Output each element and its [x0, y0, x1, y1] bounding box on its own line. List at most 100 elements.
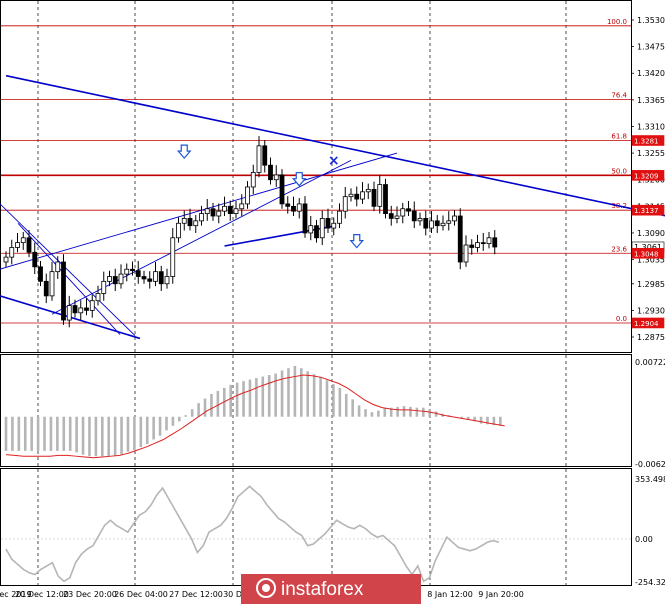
candle-bull — [446, 220, 452, 224]
candle-bull — [331, 222, 337, 229]
price-tick-label: 1.2985 — [637, 280, 665, 289]
candle-bull — [78, 307, 84, 314]
candlesticks — [3, 136, 498, 328]
fibonacci-levels: 100.076.461.850.038.223.60.0 — [1, 18, 631, 324]
orb-icon — [256, 578, 276, 598]
candle-bull — [216, 210, 222, 217]
candle-bull — [176, 222, 181, 239]
price-tick-label: 1.3310 — [637, 122, 665, 131]
candle-bull — [348, 193, 354, 198]
candle-bear — [187, 218, 193, 227]
candle-bear — [434, 220, 440, 227]
vertical-grid — [37, 1, 567, 585]
fib-level-label: 61.8 — [611, 133, 627, 141]
candle-bear — [72, 305, 78, 314]
candle-bull — [486, 237, 492, 244]
price-tick-label: 1.3035 — [637, 256, 665, 265]
candle-bull — [273, 174, 279, 181]
price-tick-label: 1.3420 — [637, 69, 665, 78]
candle-bear — [285, 203, 291, 207]
price-box — [631, 204, 665, 216]
trend-line — [5, 74, 665, 217]
cci-tick-label: 353.498 — [635, 475, 665, 484]
cci-panel-frame — [0, 468, 632, 586]
candle-bull — [55, 261, 61, 273]
right-axis-area — [632, 0, 665, 604]
x-marker: × — [328, 153, 340, 169]
candle-bull — [20, 237, 26, 244]
price-box-label: 1.3048 — [634, 250, 659, 258]
candle-bull — [66, 305, 72, 321]
fib-level-label: 100.0 — [607, 18, 627, 26]
candle-bear — [61, 261, 66, 321]
candle-bear — [262, 145, 268, 166]
candle-bear — [38, 266, 43, 282]
candle-bear — [112, 276, 118, 285]
candle-bull — [400, 208, 406, 217]
candle-bull — [337, 210, 342, 224]
candle-bear — [457, 215, 463, 263]
candle-bull — [89, 300, 95, 311]
price-box-label: 1.2904 — [634, 320, 659, 328]
candle-bear — [135, 270, 141, 277]
candle-bear — [406, 208, 411, 212]
candle-bull — [181, 218, 187, 224]
candle-bull — [204, 208, 210, 214]
price-box — [631, 135, 665, 146]
price-tick-label: 1.3475 — [637, 43, 665, 52]
candle-bull — [49, 271, 55, 297]
candle-bear — [302, 203, 308, 234]
candle-bull — [193, 220, 199, 227]
cci-path — [5, 485, 500, 583]
price-box-label: 1.3061 — [634, 243, 662, 252]
arrow-down-icon — [349, 234, 365, 249]
trend-line — [0, 203, 136, 336]
price-axis: 1.3530 1.3475 1.3420 1.3365 1.3310 1.3255 1.32… — [631, 16, 665, 342]
watermark-text: instaforex — [281, 579, 364, 600]
candle-bull — [95, 293, 101, 302]
candle-bull — [365, 188, 371, 193]
price-tick-label: 1.3255 — [637, 149, 665, 158]
candle-bear — [141, 276, 147, 280]
cci-tick-label: 0.00 — [635, 535, 653, 544]
candle-bull — [377, 184, 383, 207]
candle-bear — [314, 225, 319, 239]
candle-bear — [469, 244, 475, 248]
time-label: 8 Jan 12:00 — [427, 590, 473, 599]
candle-bull — [124, 268, 130, 275]
candle-bull — [440, 222, 446, 227]
cci-line — [1, 485, 631, 583]
trend-line — [17, 222, 121, 335]
arrow-down-icon — [291, 172, 307, 187]
candle-bear — [371, 188, 377, 207]
price-tick-label: 1.2930 — [637, 306, 665, 315]
candle-bull — [296, 203, 302, 212]
candle-bull — [199, 213, 204, 222]
candle-bear — [354, 193, 360, 200]
candle-bear — [388, 213, 394, 219]
arrow-down-icon — [176, 144, 192, 160]
candle-bear — [227, 205, 233, 214]
candle-bull — [233, 208, 239, 214]
candle-bear — [210, 208, 216, 217]
candle-bear — [130, 268, 135, 272]
candle-bear — [158, 271, 164, 285]
candle-bull — [107, 276, 112, 282]
price-box-label: 1.3137 — [634, 207, 659, 215]
cci-axis: 353.498 0.00 -254.329 — [635, 475, 665, 587]
candle-bull — [463, 244, 469, 263]
time-label: 27 Dec 12:00 — [169, 590, 223, 599]
fib-level-label: 23.6 — [611, 245, 627, 253]
price-tick-label: 1.2875 — [637, 333, 665, 342]
candle-bear — [325, 218, 331, 229]
macd-histogram — [4, 365, 502, 457]
price-box — [631, 317, 665, 329]
candle-bear — [383, 184, 388, 214]
price-box-label: 1.3209 — [634, 172, 659, 180]
candle-bull — [245, 186, 250, 205]
time-label: 26 Dec 04:00 — [114, 590, 168, 599]
trend-line — [51, 159, 352, 315]
candle-bull — [164, 276, 170, 285]
candle-bear — [423, 218, 429, 229]
